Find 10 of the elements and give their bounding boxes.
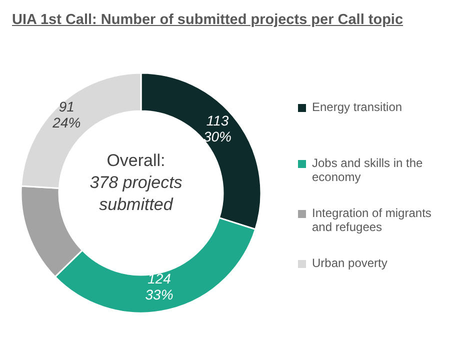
text: 378 projects submitted <box>90 173 183 214</box>
data-label: 124 33% <box>145 270 174 302</box>
chart-title: UIA 1st Call: Number of submitted projects per Call topic <box>12 12 404 28</box>
data-label: 91 24% <box>52 98 81 131</box>
legend-label: Urban poverty <box>312 256 388 270</box>
text: Overall: <box>106 151 166 170</box>
data-label: 113 30% <box>203 112 232 144</box>
legend-label: Energy transition <box>312 100 402 114</box>
legend-label: Jobs and skills in the economy <box>312 156 424 184</box>
legend-label: Integration of migrants and refugees <box>312 206 432 234</box>
